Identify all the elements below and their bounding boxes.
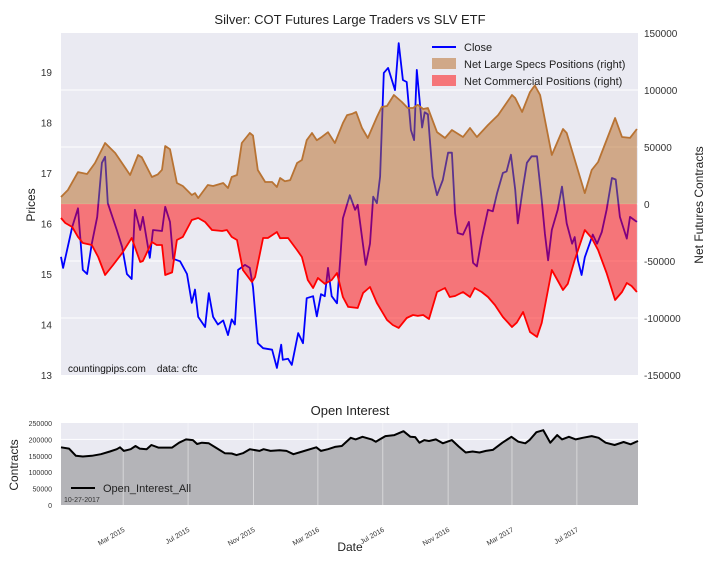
right-tick-label: -150000 [644, 371, 681, 382]
legend-specs-swatch [432, 58, 456, 69]
x-tick-label: Jul 2015 [165, 527, 192, 546]
x-tick-label: Mar 2017 [486, 527, 515, 548]
left-tick-label: 13 [41, 371, 53, 382]
right-axis-ticks: -150000 -100000 -50000 0 50000 100000 150000 [644, 29, 681, 382]
left-tick-label: 18 [41, 118, 53, 129]
y-tick-label: 150000 [29, 454, 52, 461]
left-tick-label: 15 [41, 270, 53, 281]
price-cot-chart: 13 14 15 16 17 18 19 -150000 -100000 -50000 0 5000… [24, 12, 706, 382]
y-tick-label: 100000 [29, 470, 52, 477]
right-tick-label: 150000 [644, 29, 678, 40]
net-large-specs-area [61, 85, 637, 204]
open-interest-line [60, 429, 639, 458]
source-annotation: countingpips.com data: cftc [68, 364, 198, 375]
left-tick-label: 14 [41, 320, 53, 331]
y-tick-label: 0 [48, 503, 52, 510]
right-tick-label: 0 [644, 200, 650, 211]
chart-title: Open Interest [311, 403, 390, 418]
y-tick-label: 250000 [29, 421, 52, 428]
y-axis-ticks: 0 50000 100000 150000 200000 250000 [29, 421, 52, 510]
y-tick-label: 200000 [29, 437, 52, 444]
left-tick-label: 19 [41, 68, 53, 79]
left-axis-ticks: 13 14 15 16 17 18 19 [41, 68, 53, 382]
net-commercial-line [60, 217, 638, 338]
right-tick-label: -50000 [644, 257, 676, 268]
open-interest-area [61, 430, 638, 505]
legend-commercial-swatch [432, 75, 456, 86]
net-commercial-area [61, 204, 637, 337]
x-tick-label: Mar 2016 [292, 527, 321, 548]
date-annotation: 10-27-2017 [64, 497, 100, 504]
x-axis-label: Date [337, 540, 363, 554]
y-axis-label: Contracts [7, 439, 21, 490]
chart-title: Silver: COT Futures Large Traders vs SLV… [214, 12, 485, 27]
x-tick-label: Nov 2016 [422, 527, 452, 548]
right-tick-label: -100000 [644, 314, 681, 325]
x-tick-label: Jul 2016 [359, 527, 386, 546]
y-tick-label: 50000 [33, 487, 53, 494]
legend-open-interest-label: Open_Interest_All [103, 483, 191, 495]
left-tick-label: 16 [41, 219, 53, 230]
open-interest-chart: 0 50000 100000 150000 200000 250000 Mar 2015 J… [7, 403, 639, 554]
legend: Close Net Large Specs Positions (right) … [432, 42, 625, 88]
x-tick-label: Jul 2017 [553, 527, 580, 546]
legend-specs-label: Net Large Specs Positions (right) [464, 59, 625, 71]
net-large-specs-line [60, 84, 638, 199]
x-tick-label: Mar 2015 [97, 527, 126, 548]
left-tick-label: 17 [41, 169, 53, 180]
right-tick-label: 100000 [644, 86, 678, 97]
y-axis-label: Prices [24, 188, 38, 221]
right-tick-label: 50000 [644, 143, 672, 154]
legend-close-label: Close [464, 42, 492, 54]
y2-axis-label: Net Futures Contracts [692, 146, 706, 263]
legend-commercial-label: Net Commercial Positions (right) [464, 76, 622, 88]
x-tick-label: Nov 2015 [227, 527, 257, 548]
